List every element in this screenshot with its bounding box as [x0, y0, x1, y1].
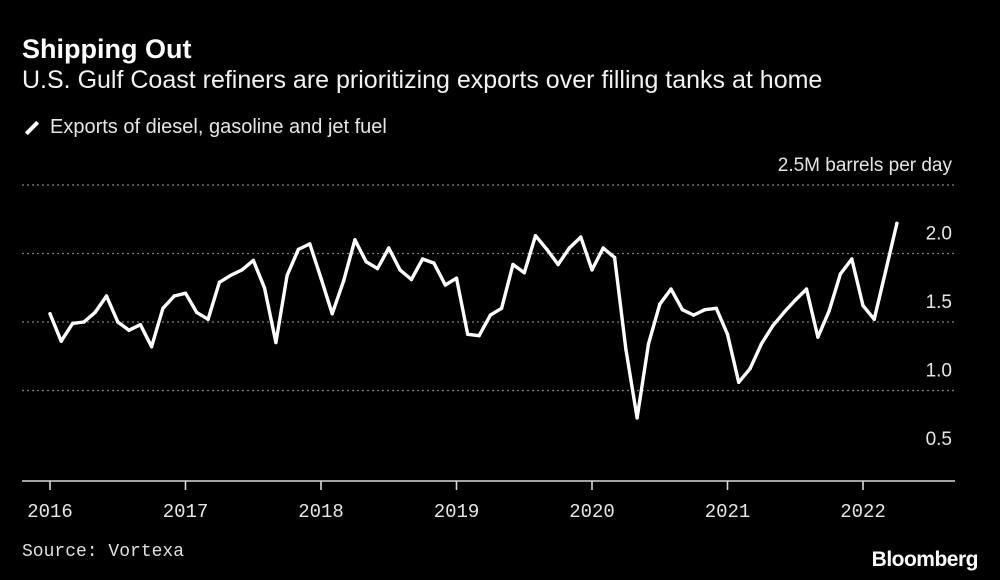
data-point: [364, 260, 368, 264]
series-line-exports: [48, 221, 899, 420]
data-point: [499, 306, 504, 310]
data-point: [59, 339, 63, 343]
axis-layer: 2.5M barrels per day 2.0 1.5 1.0 0.5 2016 2017…: [22, 155, 955, 523]
data-point: [454, 276, 459, 280]
data-point: [579, 235, 583, 239]
x-tick-label: 2022: [840, 501, 886, 523]
y-tick-label: 1.5: [926, 292, 952, 313]
data-point: [375, 266, 380, 271]
data-point: [567, 246, 572, 250]
data-point: [635, 416, 639, 420]
data-point: [850, 257, 854, 261]
data-point: [172, 294, 176, 298]
chart-title: Shipping Out: [22, 34, 192, 64]
data-point: [409, 277, 414, 282]
data-point: [149, 345, 154, 349]
data-point: [432, 261, 436, 265]
data-point: [691, 313, 696, 317]
data-point: [646, 342, 651, 346]
data-point: [341, 279, 346, 283]
data-point: [511, 262, 515, 267]
data-point: [895, 221, 899, 226]
data-point: [82, 320, 86, 324]
grid-layer: [22, 184, 955, 392]
data-point: [748, 366, 752, 371]
data-point: [262, 286, 267, 290]
data-point: [353, 238, 357, 242]
data-point: [658, 302, 662, 306]
data-point: [680, 308, 685, 312]
data-point: [161, 306, 165, 310]
data-point: [228, 273, 233, 278]
data-point: [872, 317, 876, 321]
data-point: [816, 335, 820, 339]
data-point: [793, 298, 797, 302]
data-point: [104, 294, 109, 298]
data-point: [330, 312, 334, 316]
y-tick-label: 0.5: [926, 429, 952, 450]
data-point: [770, 324, 775, 328]
data-point: [488, 313, 493, 317]
data-point: [183, 291, 188, 295]
y-tick-label: 2.0: [926, 224, 952, 245]
data-point: [48, 312, 52, 316]
data-point: [725, 332, 730, 336]
data-point: [296, 247, 301, 252]
data-point: [398, 268, 402, 272]
bloomberg-logo: Bloomberg: [871, 548, 979, 571]
source-note: Source: Vortexa: [22, 542, 185, 562]
data-point: [737, 380, 741, 384]
x-tick-label: 2020: [569, 501, 615, 523]
data-point: [70, 321, 75, 326]
data-point: [590, 268, 594, 272]
data-point: [116, 320, 120, 324]
data-point: [274, 340, 278, 345]
data-point: [443, 283, 447, 287]
legend: Exports of diesel, gasoline and jet fuel: [22, 116, 387, 139]
data-point: [861, 303, 865, 308]
x-tick-label: 2016: [27, 501, 73, 523]
data-point: [533, 234, 538, 238]
data-point: [387, 246, 391, 250]
data-point: [612, 255, 617, 260]
data-point: [669, 287, 673, 291]
data-point: [308, 242, 312, 246]
x-tick-label: 2019: [434, 501, 480, 523]
data-point: [195, 310, 199, 315]
data-point: [93, 310, 97, 315]
data-point: [624, 347, 628, 352]
data-point: [240, 268, 244, 272]
data-point: [782, 310, 786, 315]
data-point: [251, 258, 255, 263]
data-point: [522, 271, 526, 275]
x-tick-label: 2017: [163, 501, 209, 523]
legend-label: Exports of diesel, gasoline and jet fuel: [50, 116, 387, 138]
data-point: [477, 334, 481, 338]
data-point: [127, 328, 131, 332]
data-point: [714, 306, 718, 310]
x-tick-label: 2018: [298, 501, 344, 523]
data-point: [804, 287, 809, 291]
data-point: [838, 272, 843, 276]
y-tick-label: 2.5M barrels per day: [778, 155, 953, 176]
chart-subtitle: U.S. Gulf Coast refiners are prioritizin…: [22, 66, 823, 94]
data-point: [206, 317, 210, 321]
data-point: [556, 262, 560, 267]
data-point: [285, 273, 289, 278]
y-tick-label: 1.0: [926, 361, 952, 382]
x-tick-label: 2021: [705, 501, 751, 523]
data-point: [827, 309, 831, 313]
data-point: [703, 308, 707, 312]
data-point: [759, 342, 764, 346]
series-layer: [48, 221, 899, 420]
data-point: [217, 280, 222, 284]
data-point: [545, 247, 549, 252]
data-point: [138, 323, 143, 327]
data-point: [319, 276, 323, 280]
data-point: [601, 246, 605, 250]
data-point: [466, 332, 470, 336]
data-point: [883, 269, 888, 273]
data-point: [420, 257, 425, 261]
